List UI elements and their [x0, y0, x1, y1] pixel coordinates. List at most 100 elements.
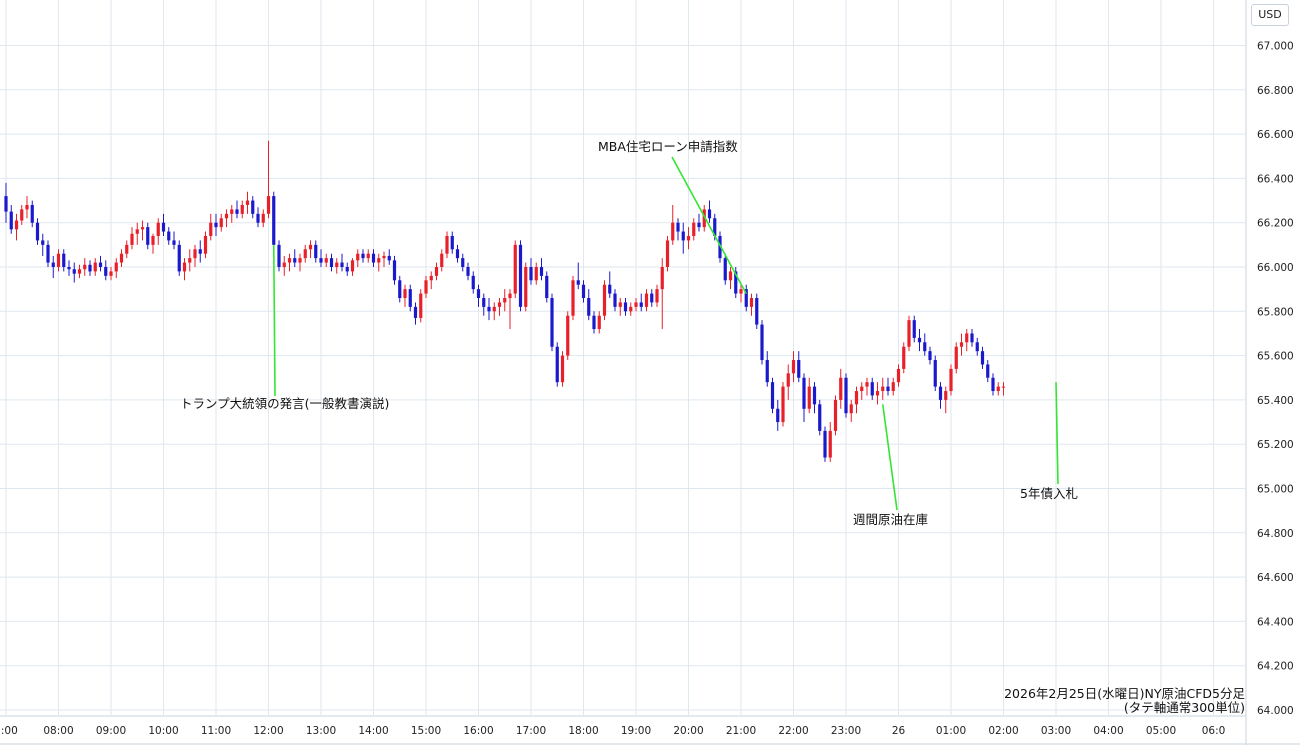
- candle-body: [529, 267, 533, 281]
- candle: [329, 253, 334, 272]
- candle-body: [833, 399, 838, 431]
- candle-body: [230, 209, 234, 214]
- candle-body: [167, 231, 171, 241]
- candle: [839, 368, 843, 409]
- candle: [749, 293, 754, 316]
- y-tick-label: 64.400: [1257, 616, 1294, 628]
- candle: [560, 351, 565, 387]
- candle: [581, 280, 586, 303]
- candle-body: [72, 269, 76, 274]
- candle: [833, 395, 838, 436]
- x-tick-label: 19:00: [621, 725, 651, 737]
- candle: [35, 218, 40, 245]
- candle: [408, 284, 412, 312]
- candle-body: [896, 368, 901, 383]
- candle-body: [214, 222, 218, 228]
- candle-body: [14, 220, 19, 230]
- x-tick-label: 09:00: [96, 725, 126, 737]
- candle-body: [707, 209, 712, 219]
- candle: [182, 258, 187, 281]
- candle-body: [681, 231, 685, 241]
- candle-body: [996, 386, 1000, 392]
- candle: [529, 258, 533, 285]
- candle: [240, 200, 244, 219]
- candle: [272, 191, 276, 250]
- candle-body: [755, 298, 759, 325]
- candle-body: [781, 386, 785, 423]
- candle: [135, 222, 139, 245]
- candle-body: [539, 267, 544, 276]
- annotation-label: MBA住宅ローン申請指数: [598, 139, 738, 154]
- candle: [1001, 382, 1006, 396]
- candle: [482, 293, 486, 316]
- candle: [991, 373, 995, 396]
- candle-body: [345, 267, 349, 272]
- candle: [403, 284, 407, 307]
- candle: [198, 240, 202, 263]
- candle: [807, 377, 811, 414]
- candle-body: [487, 306, 491, 312]
- candle-body: [581, 284, 586, 299]
- x-tick-label: 13:00: [306, 725, 336, 737]
- candle: [466, 262, 470, 281]
- candle-body: [156, 222, 160, 236]
- candle: [188, 249, 192, 272]
- x-tick-label: 23:00: [831, 725, 861, 737]
- chart-note-line2: (タテ軸通常300単位): [1124, 700, 1245, 715]
- candle: [676, 218, 680, 241]
- candle-body: [807, 386, 811, 409]
- candle: [844, 373, 848, 418]
- candle: [476, 284, 481, 307]
- candle: [891, 377, 895, 396]
- candle-body: [734, 271, 738, 294]
- candle-body: [839, 377, 843, 400]
- candle-body: [770, 382, 775, 409]
- candle-body: [387, 255, 391, 261]
- candle-body: [119, 253, 124, 263]
- candle-body: [508, 293, 512, 299]
- candle: [618, 298, 622, 316]
- candle-body: [749, 298, 754, 307]
- candle: [576, 262, 580, 290]
- candle-body: [319, 258, 323, 263]
- candle-body: [970, 333, 974, 343]
- candle: [592, 311, 596, 334]
- candle: [671, 204, 675, 245]
- candle: [114, 258, 118, 279]
- candle: [655, 284, 659, 307]
- candle: [319, 249, 323, 267]
- candle: [755, 293, 759, 330]
- candle-body: [545, 275, 549, 299]
- candle: [965, 329, 969, 352]
- candle: [896, 364, 901, 387]
- candle: [639, 293, 643, 312]
- candle-body: [77, 269, 82, 274]
- candle-body: [408, 289, 412, 307]
- candle: [419, 289, 423, 323]
- currency-button[interactable]: USD: [1251, 4, 1289, 26]
- candle: [440, 249, 444, 272]
- candle-body: [791, 360, 796, 374]
- candle: [765, 351, 769, 387]
- annotation-label: トランプ大統領の発言(一般教書演説): [180, 396, 389, 411]
- candle-body: [718, 235, 722, 259]
- candle-body: [550, 298, 554, 347]
- candle-body: [928, 351, 932, 361]
- candle: [251, 196, 255, 219]
- candle: [949, 364, 953, 396]
- candle: [907, 315, 911, 352]
- candle-body: [728, 271, 733, 281]
- candle-body: [739, 289, 743, 294]
- candle-body: [193, 249, 197, 259]
- x-tick-label: 03:00: [1041, 725, 1071, 737]
- candle: [534, 262, 538, 285]
- candle-body: [660, 267, 664, 290]
- candle: [398, 275, 402, 303]
- candle: [350, 258, 355, 276]
- candle-body: [413, 306, 418, 318]
- candle: [524, 262, 528, 312]
- x-tick-label: 12:00: [253, 725, 283, 737]
- candle-body: [445, 235, 449, 254]
